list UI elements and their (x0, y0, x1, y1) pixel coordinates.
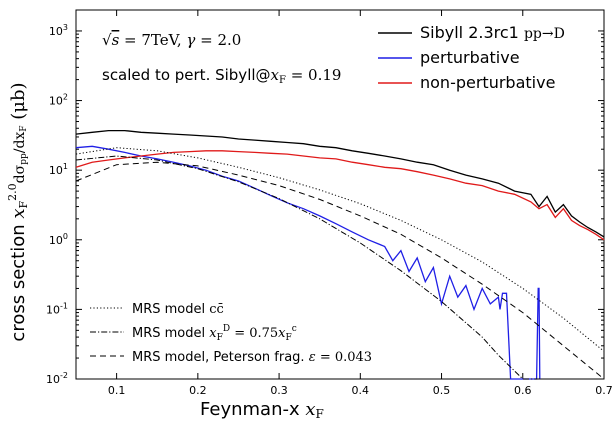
plot-frame (75, 9, 605, 380)
y-axis-title: cross section xF2.0dσpp/dxF (μb) (6, 82, 30, 341)
y-tick-label: 102 (49, 93, 68, 108)
legend-label-mrs-cc: MRS model cc̄ (132, 302, 224, 317)
y-tick-label: 10-2 (46, 371, 68, 386)
x-tick-label: 0.4 (352, 384, 370, 397)
x-axis-title: Feynman-x xF (200, 399, 324, 421)
legend-top: Sibyll 2.3rc1 pp→D perturbative non-pert… (378, 23, 565, 92)
y-tick-label: 103 (49, 23, 68, 38)
y-tick-label: 101 (49, 162, 68, 177)
mrs-cc-line (75, 147, 605, 352)
x-tick-label: 0.7 (595, 384, 613, 397)
x-tick-label: 0.2 (189, 384, 207, 397)
svg-text:cross section xF2.0dσpp/dxF (μ: cross section xF2.0dσpp/dxF (μb) (6, 82, 30, 341)
x-tick-label: 0.1 (108, 384, 126, 397)
legend-label-mrs-peterson: MRS model, Peterson frag. ε = 0.043 (132, 350, 372, 365)
series-layer (75, 129, 605, 380)
x-tick-label: 0.6 (514, 384, 532, 397)
y-tick-label: 10-1 (46, 301, 68, 316)
y-tick-label: 100 (49, 232, 68, 247)
legend-label-nonperturbative: non-perturbative (420, 73, 555, 92)
legend-label-mrs-xf: MRS model xFD = 0.75xFc (132, 324, 297, 343)
x-tick-label: 0.5 (433, 384, 451, 397)
perturbative-line (75, 145, 541, 380)
legend-bottom: MRS model cc̄ MRS model xFD = 0.75xFc MR… (90, 302, 372, 365)
mrs-xf-line (75, 155, 604, 380)
sibyll-total-line (75, 129, 605, 238)
annotation-scaling: scaled to pert. Sibyll@xF = 0.19 (102, 66, 341, 86)
mrs-peterson-line (75, 161, 605, 380)
legend-label-perturbative: perturbative (420, 48, 520, 67)
legend-label-total: Sibyll 2.3rc1 pp→D (420, 23, 565, 42)
annotation-energy: √s = 7TeV, γ = 2.0 (102, 31, 241, 49)
nonperturbative-line (75, 150, 605, 241)
tick-layer: 0.1 0.2 0.3 0.4 0.5 0.6 0.7 10-2 10-1 100 101 102 10… (46, 10, 613, 397)
x-tick-label: 0.3 (270, 384, 288, 397)
